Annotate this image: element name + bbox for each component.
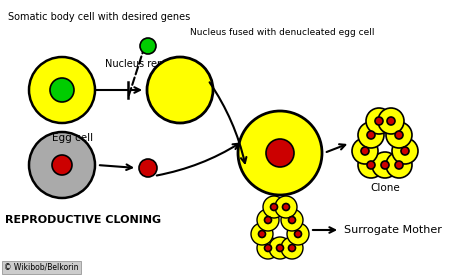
- Circle shape: [283, 204, 290, 210]
- Text: Egg cell: Egg cell: [52, 133, 93, 143]
- Circle shape: [387, 117, 395, 125]
- Text: Nucleus fused with denucleated egg cell: Nucleus fused with denucleated egg cell: [190, 28, 374, 37]
- Circle shape: [50, 78, 74, 102]
- Circle shape: [401, 147, 409, 155]
- Circle shape: [281, 209, 303, 231]
- Circle shape: [367, 161, 375, 169]
- Circle shape: [275, 196, 297, 218]
- Text: © Wikibob/Belkorin: © Wikibob/Belkorin: [4, 263, 79, 272]
- Circle shape: [287, 223, 309, 245]
- Circle shape: [352, 138, 378, 164]
- Circle shape: [358, 152, 384, 178]
- Circle shape: [381, 161, 389, 169]
- Circle shape: [386, 152, 412, 178]
- Circle shape: [52, 155, 72, 175]
- Circle shape: [251, 223, 273, 245]
- Circle shape: [375, 117, 383, 125]
- Circle shape: [367, 131, 375, 139]
- Circle shape: [257, 209, 279, 231]
- Circle shape: [271, 204, 277, 210]
- Circle shape: [281, 237, 303, 259]
- Text: Somatic body cell with desired genes: Somatic body cell with desired genes: [8, 12, 190, 22]
- Circle shape: [395, 161, 403, 169]
- Circle shape: [140, 38, 156, 54]
- Circle shape: [139, 159, 157, 177]
- Circle shape: [294, 230, 301, 238]
- Text: Clone: Clone: [370, 183, 400, 193]
- Text: REPRODUCTIVE CLONING: REPRODUCTIVE CLONING: [5, 215, 161, 225]
- Circle shape: [361, 147, 369, 155]
- Circle shape: [289, 216, 295, 224]
- Circle shape: [147, 57, 213, 123]
- Circle shape: [266, 139, 294, 167]
- Circle shape: [29, 57, 95, 123]
- Circle shape: [258, 230, 265, 238]
- Circle shape: [372, 152, 398, 178]
- Text: Surrogate Mother: Surrogate Mother: [344, 225, 442, 235]
- Circle shape: [264, 216, 272, 224]
- Circle shape: [358, 122, 384, 148]
- Circle shape: [29, 132, 95, 198]
- Circle shape: [386, 122, 412, 148]
- Circle shape: [395, 131, 403, 139]
- Circle shape: [257, 237, 279, 259]
- Circle shape: [269, 237, 291, 259]
- Circle shape: [276, 244, 283, 252]
- Circle shape: [378, 108, 404, 134]
- Text: Nucleus removed: Nucleus removed: [105, 59, 191, 69]
- Circle shape: [238, 111, 322, 195]
- Circle shape: [289, 244, 295, 252]
- Circle shape: [366, 108, 392, 134]
- Circle shape: [264, 244, 272, 252]
- Circle shape: [392, 138, 418, 164]
- Circle shape: [263, 196, 285, 218]
